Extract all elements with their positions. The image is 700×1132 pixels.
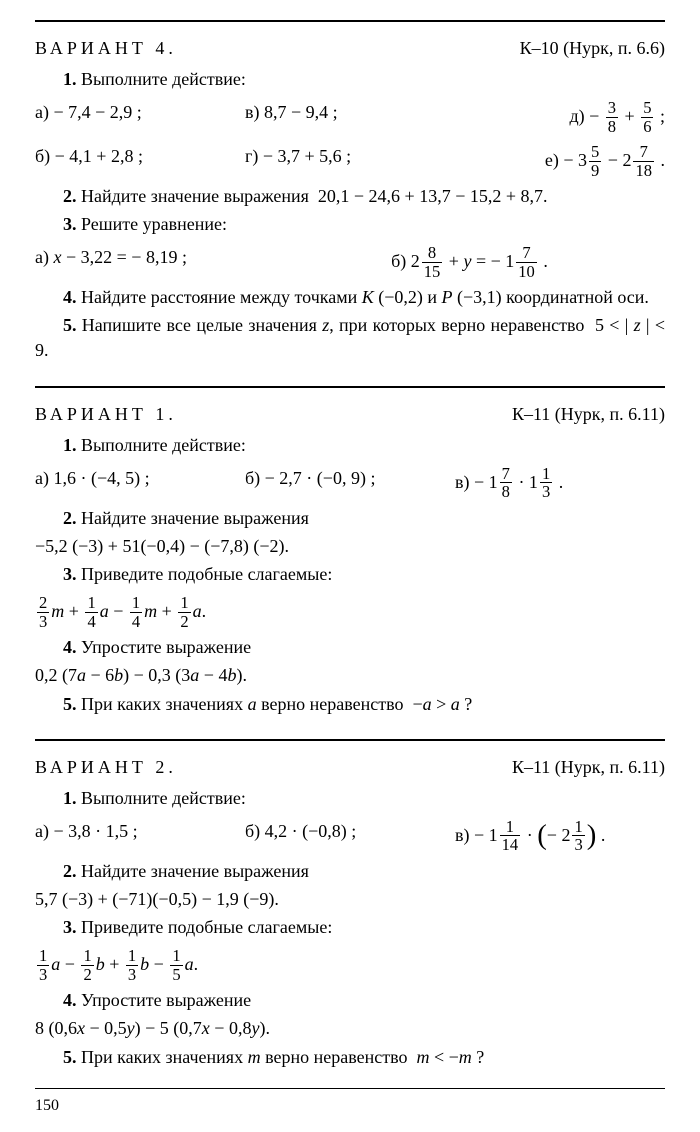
page-number: 150 xyxy=(35,1095,665,1117)
v2-p2h: 2. Найдите значение выражения xyxy=(35,859,665,884)
v1-row1: а) 1,6 · (−4, 5) ; б) − 2,7 · (−0, 9) ; … xyxy=(35,466,665,502)
v4-d: д) − 38 + 56 ; xyxy=(455,100,665,136)
v4-p2: 2. Найдите значение выражения 20,1 − 24,… xyxy=(35,184,665,209)
divider-1 xyxy=(35,386,665,388)
v4-row1: а) − 7,4 − 2,9 ; в) 8,7 − 9,4 ; д) − 38 … xyxy=(35,100,665,136)
v2-p3e: 13a − 12b + 13b − 15a. xyxy=(35,948,665,984)
v2-c: в) − 1114 · (− 213) . xyxy=(455,819,665,855)
v1-p4e: 0,2 (7a − 6b) − 0,3 (3a − 4b). xyxy=(35,663,665,688)
v4-row2: б) − 4,1 + 2,8 ; г) − 3,7 + 5,6 ; е) − 3… xyxy=(35,144,665,180)
v4-p4: 4. Найдите расстояние между точками K (−… xyxy=(35,285,665,310)
v4-p3b: б) 2815 + y = − 1710 . xyxy=(391,245,665,281)
v4-v: в) 8,7 − 9,4 ; xyxy=(245,100,455,136)
v4-p1-head: 1. 1. Выполните действие:Выполните дейст… xyxy=(35,67,665,92)
v4-e: е) − 359 − 2718 . xyxy=(455,144,665,180)
v4-p3: 3. Решите уравнение: xyxy=(35,212,665,237)
v4-a: а) − 7,4 − 2,9 ; xyxy=(35,100,245,136)
divider-2 xyxy=(35,739,665,741)
bottom-rule xyxy=(35,1088,665,1089)
v4-p3-row: а) x − 3,22 = − 8,19 ; б) 2815 + y = − 1… xyxy=(35,245,665,281)
v1-a: а) 1,6 · (−4, 5) ; xyxy=(35,466,245,502)
v1-c: в) − 178 · 113 . xyxy=(455,466,665,502)
v2-p2e: 5,7 (−3) + (−71)(−0,5) − 1,9 (−9). xyxy=(35,887,665,912)
v4-g: г) − 3,7 + 5,6 ; xyxy=(245,144,455,180)
v2-p3h: 3. Приведите подобные слагаемые: xyxy=(35,915,665,940)
v1-title: ВАРИАНТ 1. xyxy=(35,402,177,427)
v2-p1-head: 1. Выполните действие: xyxy=(35,786,665,811)
v2-row1: а) − 3,8 · 1,5 ; б) 4,2 · (−0,8) ; в) − … xyxy=(35,819,665,855)
v2-p5: 5. При каких значениях m верно неравенст… xyxy=(35,1045,665,1070)
v1-p2e: −5,2 (−3) + 51(−0,4) − (−7,8) (−2). xyxy=(35,534,665,559)
v2-ref: К–11 (Нурк, п. 6.11) xyxy=(512,755,665,780)
v1-p3h: 3. Приведите подобные слагаемые: xyxy=(35,562,665,587)
v1-b: б) − 2,7 · (−0, 9) ; xyxy=(245,466,455,502)
v4-p5: 5. Напишите все целые значения z, при ко… xyxy=(35,313,665,363)
v1-p2h: 2. Найдите значение выражения xyxy=(35,506,665,531)
v4-header: ВАРИАНТ 4. К–10 (Нурк, п. 6.6) xyxy=(35,36,665,61)
v2-header: ВАРИАНТ 2. К–11 (Нурк, п. 6.11) xyxy=(35,755,665,780)
v1-p3e: 23m + 14a − 14m + 12a. xyxy=(35,595,665,631)
v2-a: а) − 3,8 · 1,5 ; xyxy=(35,819,245,855)
v2-title: ВАРИАНТ 2. xyxy=(35,755,177,780)
v2-b: б) 4,2 · (−0,8) ; xyxy=(245,819,455,855)
v4-p3a: а) x − 3,22 = − 8,19 ; xyxy=(35,245,391,281)
v1-p5: 5. При каких значениях a верно неравенст… xyxy=(35,692,665,717)
v2-p4e: 8 (0,6x − 0,5y) − 5 (0,7x − 0,8y). xyxy=(35,1016,665,1041)
v4-ref: К–10 (Нурк, п. 6.6) xyxy=(520,36,665,61)
v1-header: ВАРИАНТ 1. К–11 (Нурк, п. 6.11) xyxy=(35,402,665,427)
v1-ref: К–11 (Нурк, п. 6.11) xyxy=(512,402,665,427)
v1-p1-head: 1. Выполните действие: xyxy=(35,433,665,458)
v4-title: ВАРИАНТ 4. xyxy=(35,36,177,61)
top-rule xyxy=(35,20,665,22)
v4-b: б) − 4,1 + 2,8 ; xyxy=(35,144,245,180)
v2-p4h: 4. Упростите выражение xyxy=(35,988,665,1013)
v1-p4h: 4. Упростите выражение xyxy=(35,635,665,660)
